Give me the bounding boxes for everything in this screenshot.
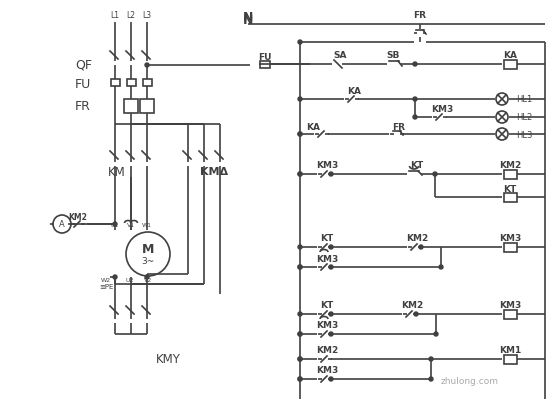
Circle shape xyxy=(298,98,302,102)
Text: KM2: KM2 xyxy=(401,301,423,310)
Text: L3: L3 xyxy=(142,10,152,19)
Text: KT: KT xyxy=(410,161,423,170)
Bar xyxy=(504,61,517,70)
Text: FU: FU xyxy=(258,52,272,62)
Text: U1: U1 xyxy=(111,223,119,228)
Text: W2: W2 xyxy=(101,278,111,283)
Text: KM3: KM3 xyxy=(316,161,338,170)
Text: SA: SA xyxy=(333,50,347,59)
Text: KM3: KM3 xyxy=(316,366,338,375)
Text: N: N xyxy=(243,10,253,24)
Circle shape xyxy=(298,377,302,381)
Circle shape xyxy=(145,64,149,68)
Bar xyxy=(504,194,517,202)
Text: W1: W1 xyxy=(142,223,152,228)
Text: SB: SB xyxy=(386,50,400,59)
Circle shape xyxy=(113,223,117,226)
Circle shape xyxy=(298,173,302,177)
Text: zhulong.com: zhulong.com xyxy=(441,377,499,386)
Circle shape xyxy=(298,133,302,137)
Text: V2: V2 xyxy=(144,278,152,283)
Text: KT: KT xyxy=(503,184,517,193)
Bar xyxy=(504,310,517,319)
Circle shape xyxy=(298,357,302,361)
Circle shape xyxy=(145,275,149,279)
Bar xyxy=(504,355,517,364)
Circle shape xyxy=(298,332,302,336)
Circle shape xyxy=(298,41,302,45)
Text: KM2: KM2 xyxy=(316,346,338,355)
Circle shape xyxy=(298,266,302,269)
Circle shape xyxy=(329,173,333,177)
Circle shape xyxy=(433,173,437,177)
Circle shape xyxy=(298,377,302,381)
Circle shape xyxy=(298,173,302,177)
Bar xyxy=(260,62,270,69)
Circle shape xyxy=(413,116,417,120)
Circle shape xyxy=(329,312,333,316)
Circle shape xyxy=(413,63,417,67)
Text: A: A xyxy=(59,220,65,229)
Circle shape xyxy=(298,266,302,269)
Text: FR: FR xyxy=(413,10,427,19)
Bar xyxy=(504,171,517,180)
Circle shape xyxy=(439,266,443,269)
Circle shape xyxy=(413,98,417,102)
Text: KM2: KM2 xyxy=(68,213,87,222)
Circle shape xyxy=(414,312,418,316)
Circle shape xyxy=(298,312,302,316)
Circle shape xyxy=(429,357,433,361)
Text: M: M xyxy=(142,243,154,256)
Circle shape xyxy=(298,332,302,336)
Text: ≡PE: ≡PE xyxy=(99,283,113,289)
Bar xyxy=(127,80,136,87)
Text: HL3: HL3 xyxy=(516,130,533,139)
Circle shape xyxy=(329,332,333,336)
Circle shape xyxy=(298,133,302,137)
Circle shape xyxy=(429,377,433,381)
Bar xyxy=(111,80,120,87)
Text: L1: L1 xyxy=(110,10,119,19)
Text: KM3: KM3 xyxy=(499,234,521,243)
Circle shape xyxy=(298,357,302,361)
Bar xyxy=(124,100,138,114)
Circle shape xyxy=(298,245,302,249)
Text: HL1: HL1 xyxy=(516,95,532,104)
Bar xyxy=(504,243,517,252)
Text: KM2: KM2 xyxy=(499,161,521,170)
Text: V1: V1 xyxy=(127,223,135,228)
Text: 3~: 3~ xyxy=(141,256,155,265)
Text: FR: FR xyxy=(393,122,405,131)
Text: KA: KA xyxy=(503,51,517,60)
Text: QF: QF xyxy=(75,58,92,71)
Text: KMY: KMY xyxy=(156,353,180,366)
Circle shape xyxy=(434,332,438,336)
Bar xyxy=(140,100,154,114)
Text: KA: KA xyxy=(347,87,361,96)
Text: KM1: KM1 xyxy=(499,346,521,355)
Text: FR: FR xyxy=(75,99,91,112)
Circle shape xyxy=(329,377,333,381)
Text: KM3: KM3 xyxy=(499,301,521,310)
Text: KT: KT xyxy=(320,301,334,310)
Text: KM3: KM3 xyxy=(316,254,338,263)
Text: KT: KT xyxy=(320,234,334,243)
Circle shape xyxy=(329,245,333,249)
Text: U2: U2 xyxy=(126,278,134,283)
Text: KA: KA xyxy=(306,122,320,131)
Text: N: N xyxy=(243,14,253,26)
Text: FU: FU xyxy=(75,78,91,91)
Text: HL2: HL2 xyxy=(516,113,532,122)
Circle shape xyxy=(329,266,333,269)
Circle shape xyxy=(113,275,117,279)
Text: KM3: KM3 xyxy=(316,321,338,330)
Circle shape xyxy=(419,245,423,249)
Text: KM3: KM3 xyxy=(431,105,453,114)
Text: KM2: KM2 xyxy=(406,234,428,243)
Bar xyxy=(143,80,152,87)
Text: L2: L2 xyxy=(127,10,136,19)
Text: KM: KM xyxy=(108,165,126,178)
Text: KMΔ: KMΔ xyxy=(200,166,228,177)
